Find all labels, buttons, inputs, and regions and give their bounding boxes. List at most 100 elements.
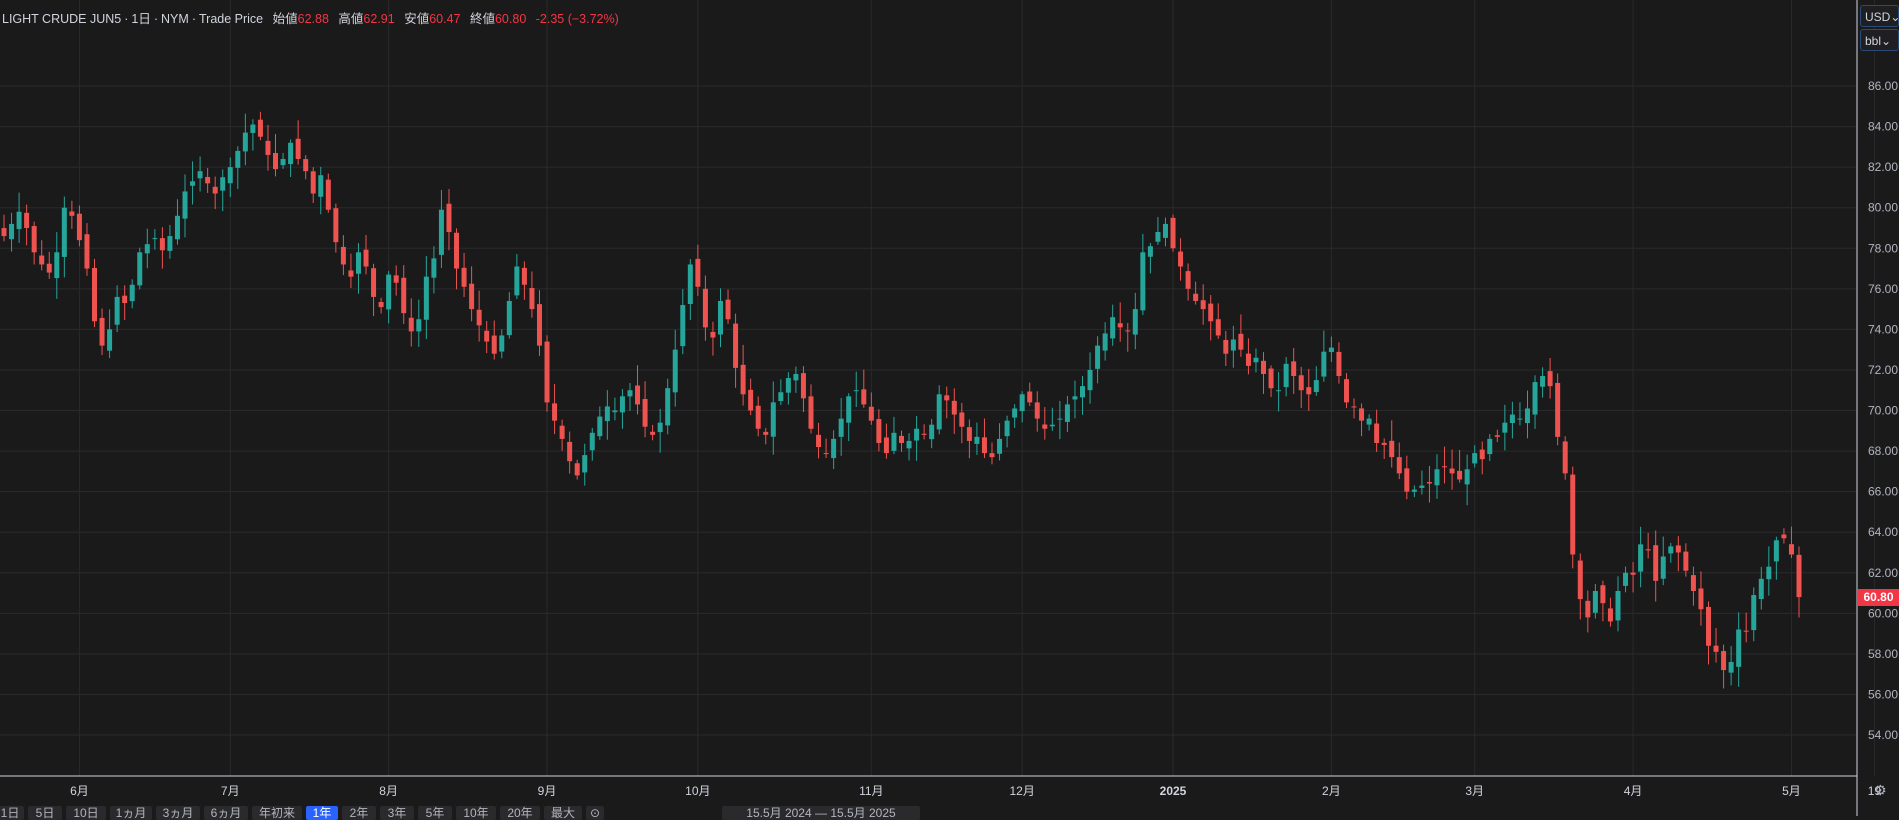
x-tick-label: 10月 xyxy=(685,784,710,798)
candle xyxy=(1434,454,1440,499)
candle-body xyxy=(899,435,904,443)
candle-body xyxy=(559,425,565,439)
candle xyxy=(672,329,678,407)
candle xyxy=(1796,546,1802,618)
candle xyxy=(1442,446,1448,484)
candle-body xyxy=(9,223,15,240)
candle-body xyxy=(1623,572,1629,586)
candle-body xyxy=(1268,368,1274,389)
period-button[interactable]: 最大 xyxy=(544,806,582,820)
candle-body xyxy=(785,378,791,393)
candle-body xyxy=(205,176,211,184)
candle xyxy=(1494,429,1500,443)
chevron-down-icon: ⌄ xyxy=(1881,34,1892,48)
period-button[interactable]: 6ヵ月 xyxy=(204,806,248,820)
candle-body xyxy=(710,331,716,338)
candle xyxy=(702,275,708,341)
candle xyxy=(695,244,701,296)
candle xyxy=(755,396,761,437)
candle-body xyxy=(1411,489,1417,492)
y-tick-label: 72.00 xyxy=(1868,363,1898,377)
period-button[interactable]: 10年 xyxy=(456,806,496,820)
candle xyxy=(974,422,980,455)
candle xyxy=(770,381,776,455)
candle xyxy=(1683,543,1689,577)
candle-body xyxy=(612,410,618,413)
candle-body xyxy=(1321,351,1327,377)
candle xyxy=(604,390,610,440)
candle xyxy=(1276,372,1282,412)
candle xyxy=(717,288,723,348)
candle-body xyxy=(1140,252,1146,311)
candle-body xyxy=(1773,540,1779,562)
candle-body xyxy=(1095,345,1101,369)
candle-body xyxy=(672,349,678,393)
period-button[interactable]: 10日 xyxy=(66,806,106,820)
candle xyxy=(499,329,505,359)
open-label: 始値 xyxy=(272,12,298,26)
candle xyxy=(340,235,346,276)
chart-grid xyxy=(0,0,1875,776)
x-tick-label: 12月 xyxy=(1009,784,1034,798)
candle xyxy=(1502,404,1508,451)
period-button[interactable]: 1日 xyxy=(0,806,24,820)
candle-body xyxy=(295,138,301,160)
y-tick-label: 56.00 xyxy=(1868,687,1898,701)
candle xyxy=(1592,584,1598,619)
unit-selector[interactable]: bbl⌄ xyxy=(1860,29,1899,51)
candle xyxy=(989,442,995,465)
candle-body xyxy=(831,438,837,459)
date-range-button[interactable]: 15.5月 2024 — 15.5月 2025 xyxy=(722,806,920,820)
candle xyxy=(966,419,972,459)
currency-selector[interactable]: USD⌄ xyxy=(1860,5,1899,27)
candle-body xyxy=(416,319,422,332)
candle xyxy=(506,292,512,339)
candle xyxy=(597,406,603,440)
candle-body xyxy=(717,300,723,335)
period-button[interactable]: 1年 xyxy=(306,806,338,820)
candle-body xyxy=(484,330,490,342)
candle-body xyxy=(1736,629,1742,667)
compare-icon[interactable]: ⊙ xyxy=(586,806,604,820)
candle-body xyxy=(31,226,37,253)
candle-body xyxy=(1600,585,1606,604)
candle xyxy=(416,299,422,347)
period-button[interactable]: 3年 xyxy=(380,806,414,820)
period-button[interactable]: 年初来 xyxy=(252,806,302,820)
period-button[interactable]: 5日 xyxy=(28,806,62,820)
legend-exchange: NYM xyxy=(161,12,189,26)
period-button[interactable]: 1ヵ月 xyxy=(110,806,152,820)
candle xyxy=(868,392,874,425)
legend-symbol[interactable]: LIGHT CRUDE JUN5 xyxy=(2,12,122,26)
candle-body xyxy=(740,364,746,395)
candle-body xyxy=(1034,402,1040,419)
candle-body xyxy=(242,132,248,152)
period-button[interactable]: 3ヵ月 xyxy=(156,806,200,820)
candle-body xyxy=(1102,333,1108,351)
gear-icon[interactable]: ⚙ xyxy=(1874,782,1887,798)
candle xyxy=(1049,407,1055,431)
period-button[interactable]: 20年 xyxy=(500,806,540,820)
candle-body xyxy=(190,181,196,186)
candle-body xyxy=(582,455,588,473)
candle xyxy=(650,424,656,441)
candle-body xyxy=(1758,578,1764,600)
candle-body xyxy=(665,388,671,426)
candle xyxy=(1170,214,1176,252)
period-button[interactable]: 5年 xyxy=(418,806,452,820)
candle xyxy=(1343,373,1349,409)
change-value: -2.35 (−3.72%) xyxy=(535,12,619,26)
legend-dot: · xyxy=(124,12,129,26)
candle xyxy=(1,214,7,242)
candle xyxy=(816,422,822,459)
period-button[interactable]: 2年 xyxy=(342,806,376,820)
candle xyxy=(1728,646,1734,686)
candle-body xyxy=(1615,591,1621,621)
y-tick-label: 76.00 xyxy=(1868,282,1898,296)
candle-body xyxy=(1426,482,1432,484)
candle xyxy=(1547,357,1553,399)
candle xyxy=(295,120,301,165)
candle-body xyxy=(506,300,512,336)
x-tick-label: 2025 xyxy=(1160,784,1187,798)
